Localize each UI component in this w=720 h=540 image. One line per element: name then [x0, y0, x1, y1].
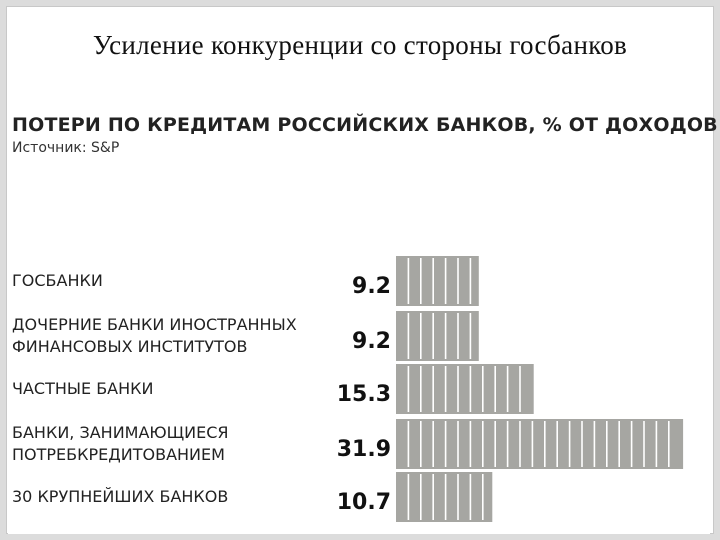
category-label-2: ДОЧЕРНИЕ БАНКИ ИНОСТРАННЫХ ФИНАНСОВЫХ ИНС… [12, 315, 297, 356]
slide-title: Усиление конкуренции со стороны госбанко… [92, 30, 628, 60]
value-label-2: 9.2 [352, 329, 391, 354]
bar-rect [396, 472, 493, 522]
chart-title: ПОТЕРИ ПО КРЕДИТАМ РОССИЙСКИХ БАНКОВ, % … [12, 114, 718, 136]
value-label-1: 9.2 [352, 274, 391, 299]
bar-rect [396, 256, 479, 306]
value-label-5: 10.7 [337, 490, 391, 515]
bar-2 [396, 311, 479, 361]
bar-rect [396, 364, 534, 414]
bar-rect [396, 311, 479, 361]
bar-4 [396, 419, 684, 469]
category-label-3: ЧАСТНЫЕ БАНКИ [12, 379, 153, 398]
bar-3 [396, 364, 534, 414]
chart-source: Источник: S&P [12, 140, 120, 156]
bar-5 [396, 472, 493, 522]
bar-1 [396, 256, 479, 306]
value-label-4: 31.9 [337, 437, 391, 462]
bar-rect [396, 419, 684, 469]
category-label-4: БАНКИ, ЗАНИМАЮЩИЕСЯ ПОТРЕБКРЕДИТОВАНИЕМ [12, 423, 229, 464]
category-label-1: ГОСБАНКИ [12, 271, 103, 290]
value-label-3: 15.3 [337, 382, 391, 407]
category-label-5: 30 КРУПНЕЙШИХ БАНКОВ [12, 487, 228, 506]
